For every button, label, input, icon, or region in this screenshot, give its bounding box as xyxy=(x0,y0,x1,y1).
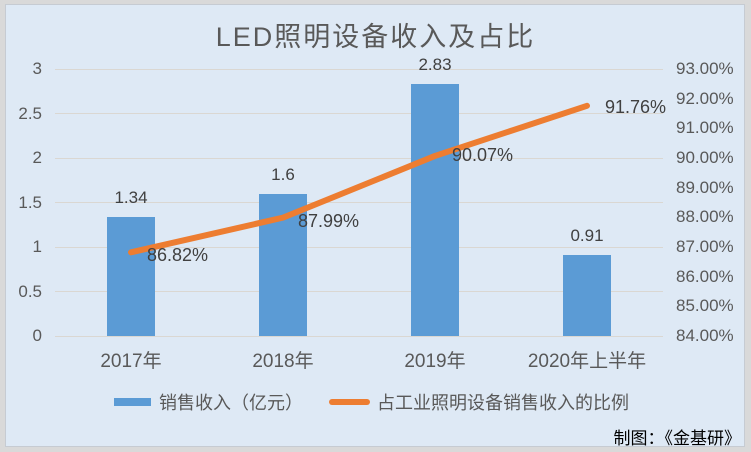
bar-2020年上半年 xyxy=(563,255,611,336)
line-series-swatch-icon xyxy=(329,398,370,405)
line-point-label: 91.76% xyxy=(605,96,667,117)
bar-value-label: 0.91 xyxy=(570,226,604,245)
y-axis-tick-left: 1.5 xyxy=(18,192,42,212)
credit-text: 制图：《金基研》 xyxy=(613,429,742,448)
x-axis-label-2017年: 2017年 xyxy=(100,351,162,372)
y-axis-tick-right: 84.00% xyxy=(676,326,734,345)
bar-value-label: 1.34 xyxy=(114,187,148,207)
y-axis-tick-left: 2 xyxy=(32,148,42,167)
y-axis-tick-right: 93.00% xyxy=(676,59,734,78)
legend: 销售收入（亿元） 占工业照明设备销售收入的比例 xyxy=(114,390,629,413)
y-axis-tick-right: 89.00% xyxy=(676,177,734,197)
gridline xyxy=(55,113,663,114)
legend-item-revenue: 销售收入（亿元） xyxy=(114,389,303,415)
line-point-label: 90.07% xyxy=(452,144,514,165)
y-axis-tick-left: 0.5 xyxy=(18,281,42,301)
legend-label-revenue: 销售收入（亿元） xyxy=(159,392,303,413)
y-axis-tick-right: 86.00% xyxy=(676,266,734,286)
y-axis-tick-right: 87.00% xyxy=(676,237,734,256)
line-point-label: 86.82% xyxy=(147,245,209,266)
y-axis-tick-right: 91.00% xyxy=(676,118,734,138)
line-point-label: 87.99% xyxy=(298,210,360,231)
bar-value-label: 2.83 xyxy=(418,55,452,75)
y-axis-tick-right: 85.00% xyxy=(676,296,734,316)
y-axis-tick-left: 3 xyxy=(32,59,42,78)
x-axis-label-2019年: 2019年 xyxy=(404,351,466,372)
bar-series-swatch-icon xyxy=(114,397,151,406)
legend-label-ratio: 占工业照明设备销售收入的比例 xyxy=(377,392,629,413)
y-axis-tick-left: 0 xyxy=(32,326,42,345)
x-axis-label-2018年: 2018年 xyxy=(252,351,314,372)
gridline xyxy=(55,335,663,337)
x-axis-label-2020年上半年: 2020年上半年 xyxy=(527,351,647,372)
gridline xyxy=(55,291,663,292)
y-axis-tick-right: 92.00% xyxy=(676,88,734,108)
y-axis-tick-right: 90.00% xyxy=(676,148,734,167)
gridline xyxy=(55,157,663,159)
legend-item-ratio: 占工业照明设备销售收入的比例 xyxy=(303,389,629,415)
bar-2019年 xyxy=(411,84,459,336)
bar-2017年 xyxy=(107,216,155,336)
y-axis-tick-left: 2.5 xyxy=(18,103,42,123)
chart-title: LED照明设备收入及占比 xyxy=(215,22,536,52)
y-axis-tick-right: 88.00% xyxy=(676,207,734,227)
gridline xyxy=(55,68,663,70)
bar-value-label: 1.6 xyxy=(271,164,295,184)
y-axis-tick-left: 1 xyxy=(32,237,42,256)
